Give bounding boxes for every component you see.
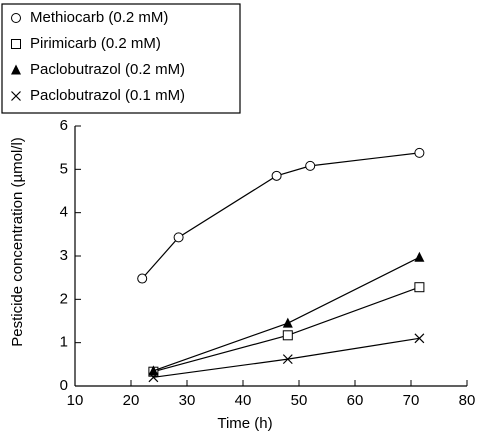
x-axis-label: Time (h) <box>217 415 272 432</box>
x-tick-label: 40 <box>235 392 252 409</box>
series-line <box>153 256 420 372</box>
legend-label: Pirimicarb (0.2 mM) <box>30 35 161 52</box>
y-tick-label: 6 <box>60 117 68 134</box>
legend-label: Methiocarb (0.2 mM) <box>30 9 168 26</box>
marker <box>271 170 282 181</box>
x-tick-label: 30 <box>179 392 196 409</box>
legend-label: Paclobutrazol (0.2 mM) <box>30 61 185 78</box>
legend-marker <box>11 91 21 101</box>
marker <box>282 317 293 328</box>
marker <box>414 251 425 262</box>
marker <box>173 232 184 243</box>
marker <box>414 282 425 293</box>
legend-box <box>1 3 241 114</box>
marker <box>414 147 425 158</box>
marker <box>282 354 293 365</box>
x-tick-label: 80 <box>459 392 476 409</box>
legend-marker <box>11 64 21 75</box>
y-tick-label: 3 <box>60 247 68 264</box>
marker <box>148 372 159 383</box>
x-tick-label: 20 <box>123 392 140 409</box>
marker <box>148 365 159 376</box>
y-tick-label: 5 <box>60 160 68 177</box>
y-axis-label: Pesticide concentration (µmol/l) <box>9 137 26 347</box>
x-tick-label: 70 <box>403 392 420 409</box>
y-tick-label: 4 <box>60 204 68 221</box>
marker <box>282 330 293 341</box>
marker <box>137 273 148 284</box>
legend-label: Paclobutrazol (0.1 mM) <box>30 87 185 104</box>
x-tick-label: 60 <box>347 392 364 409</box>
x-tick-label: 10 <box>67 392 84 409</box>
marker <box>305 160 316 171</box>
legend-marker <box>11 13 21 23</box>
x-tick-label: 50 <box>291 392 308 409</box>
series-line <box>141 152 420 279</box>
y-tick-label: 2 <box>60 290 68 307</box>
y-tick-label: 1 <box>60 334 68 351</box>
y-tick-label: 0 <box>60 377 68 394</box>
legend-marker <box>11 39 21 49</box>
marker <box>414 333 425 344</box>
